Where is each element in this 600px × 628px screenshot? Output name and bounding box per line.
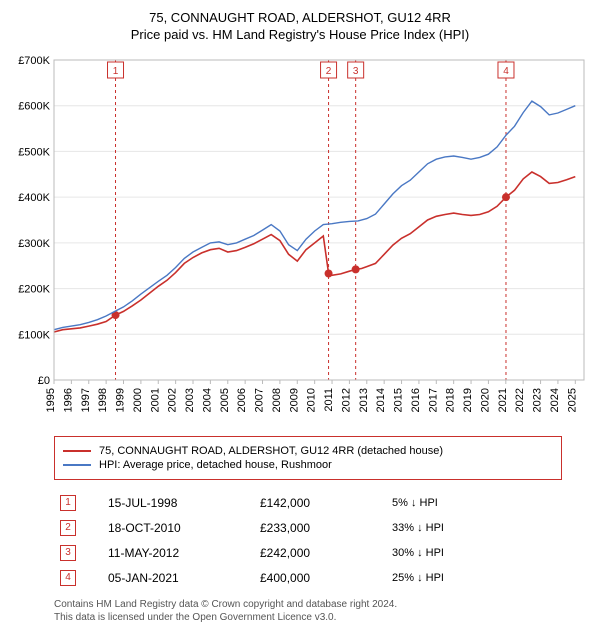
y-tick-label: £100K — [18, 329, 50, 341]
marker-badge: 2 — [326, 66, 332, 77]
footer-line1: Contains HM Land Registry data © Crown c… — [54, 598, 544, 611]
event-badge: 3 — [60, 545, 76, 561]
title-line2: Price paid vs. HM Land Registry's House … — [8, 27, 592, 42]
x-tick-label: 2024 — [549, 388, 561, 412]
x-tick-label: 2003 — [184, 388, 196, 412]
event-price: £142,000 — [254, 490, 386, 515]
x-tick-label: 1997 — [80, 388, 92, 412]
event-row: 3 11-MAY-2012£242,00030% ↓ HPI — [54, 540, 544, 565]
legend-swatch-property — [63, 450, 91, 452]
x-tick-label: 2012 — [340, 388, 352, 412]
x-tick-label: 2023 — [532, 388, 544, 412]
marker-badge: 3 — [353, 66, 359, 77]
x-tick-label: 2006 — [236, 388, 248, 412]
event-price: £242,000 — [254, 540, 386, 565]
x-tick-label: 1999 — [115, 388, 127, 412]
legend-label-property: 75, CONNAUGHT ROAD, ALDERSHOT, GU12 4RR … — [99, 445, 443, 457]
x-tick-label: 2001 — [149, 388, 161, 412]
x-tick-label: 2018 — [445, 388, 457, 412]
y-tick-label: £0 — [38, 375, 50, 387]
x-tick-label: 2009 — [288, 388, 300, 412]
legend: 75, CONNAUGHT ROAD, ALDERSHOT, GU12 4RR … — [54, 436, 562, 480]
y-tick-label: £300K — [18, 238, 50, 250]
events-table: 1 15-JUL-1998£142,0005% ↓ HPI 2 18-OCT-2010… — [54, 490, 544, 590]
event-row: 1 15-JUL-1998£142,0005% ↓ HPI — [54, 490, 544, 515]
legend-item-property: 75, CONNAUGHT ROAD, ALDERSHOT, GU12 4RR … — [63, 445, 553, 457]
event-price: £400,000 — [254, 565, 386, 590]
x-tick-label: 1998 — [97, 388, 109, 412]
x-tick-label: 2013 — [358, 388, 370, 412]
footer: Contains HM Land Registry data © Crown c… — [54, 598, 544, 624]
x-tick-label: 2021 — [497, 388, 509, 412]
event-delta: 5% ↓ HPI — [386, 490, 544, 515]
event-date: 15-JUL-1998 — [102, 490, 254, 515]
event-date: 11-MAY-2012 — [102, 540, 254, 565]
x-tick-label: 2008 — [271, 388, 283, 412]
x-tick-label: 2022 — [514, 388, 526, 412]
marker-badge: 4 — [503, 66, 509, 77]
event-delta: 33% ↓ HPI — [386, 515, 544, 540]
event-badge: 2 — [60, 520, 76, 536]
marker-badge: 1 — [113, 66, 119, 77]
x-tick-label: 2004 — [201, 388, 213, 412]
event-row: 4 05-JAN-2021£400,00025% ↓ HPI — [54, 565, 544, 590]
legend-label-hpi: HPI: Average price, detached house, Rush… — [99, 459, 332, 471]
x-tick-label: 2002 — [167, 388, 179, 412]
y-tick-label: £600K — [18, 101, 50, 113]
event-date: 18-OCT-2010 — [102, 515, 254, 540]
legend-swatch-hpi — [63, 464, 91, 466]
x-tick-label: 2015 — [393, 388, 405, 412]
x-tick-label: 1996 — [62, 388, 74, 412]
x-tick-label: 2010 — [306, 388, 318, 412]
x-tick-label: 2000 — [132, 388, 144, 412]
x-tick-label: 2019 — [462, 388, 474, 412]
legend-item-hpi: HPI: Average price, detached house, Rush… — [63, 459, 553, 471]
event-delta: 25% ↓ HPI — [386, 565, 544, 590]
event-date: 05-JAN-2021 — [102, 565, 254, 590]
price-chart: £0 £100K £200K £300K £400K £500K £600K £700K 199… — [8, 48, 592, 428]
x-tick-label: 2017 — [427, 388, 439, 412]
x-tick-label: 2020 — [479, 388, 491, 412]
y-tick-label: £400K — [18, 192, 50, 204]
y-tick-label: £200K — [18, 284, 50, 296]
event-delta: 30% ↓ HPI — [386, 540, 544, 565]
footer-line2: This data is licensed under the Open Gov… — [54, 611, 544, 624]
x-tick-label: 1995 — [45, 388, 57, 412]
y-tick-label: £500K — [18, 146, 50, 158]
y-tick-label: £700K — [18, 55, 50, 67]
x-tick-label: 2014 — [375, 388, 387, 412]
x-tick-label: 2016 — [410, 388, 422, 412]
x-tick-label: 2011 — [323, 388, 335, 412]
x-tick-label: 2025 — [566, 388, 578, 412]
title-block: 75, CONNAUGHT ROAD, ALDERSHOT, GU12 4RR … — [8, 10, 592, 42]
event-price: £233,000 — [254, 515, 386, 540]
x-tick-label: 2007 — [254, 388, 266, 412]
event-badge: 4 — [60, 570, 76, 586]
event-row: 2 18-OCT-2010£233,00033% ↓ HPI — [54, 515, 544, 540]
event-badge: 1 — [60, 495, 76, 511]
title-line1: 75, CONNAUGHT ROAD, ALDERSHOT, GU12 4RR — [8, 10, 592, 25]
x-tick-label: 2005 — [219, 388, 231, 412]
